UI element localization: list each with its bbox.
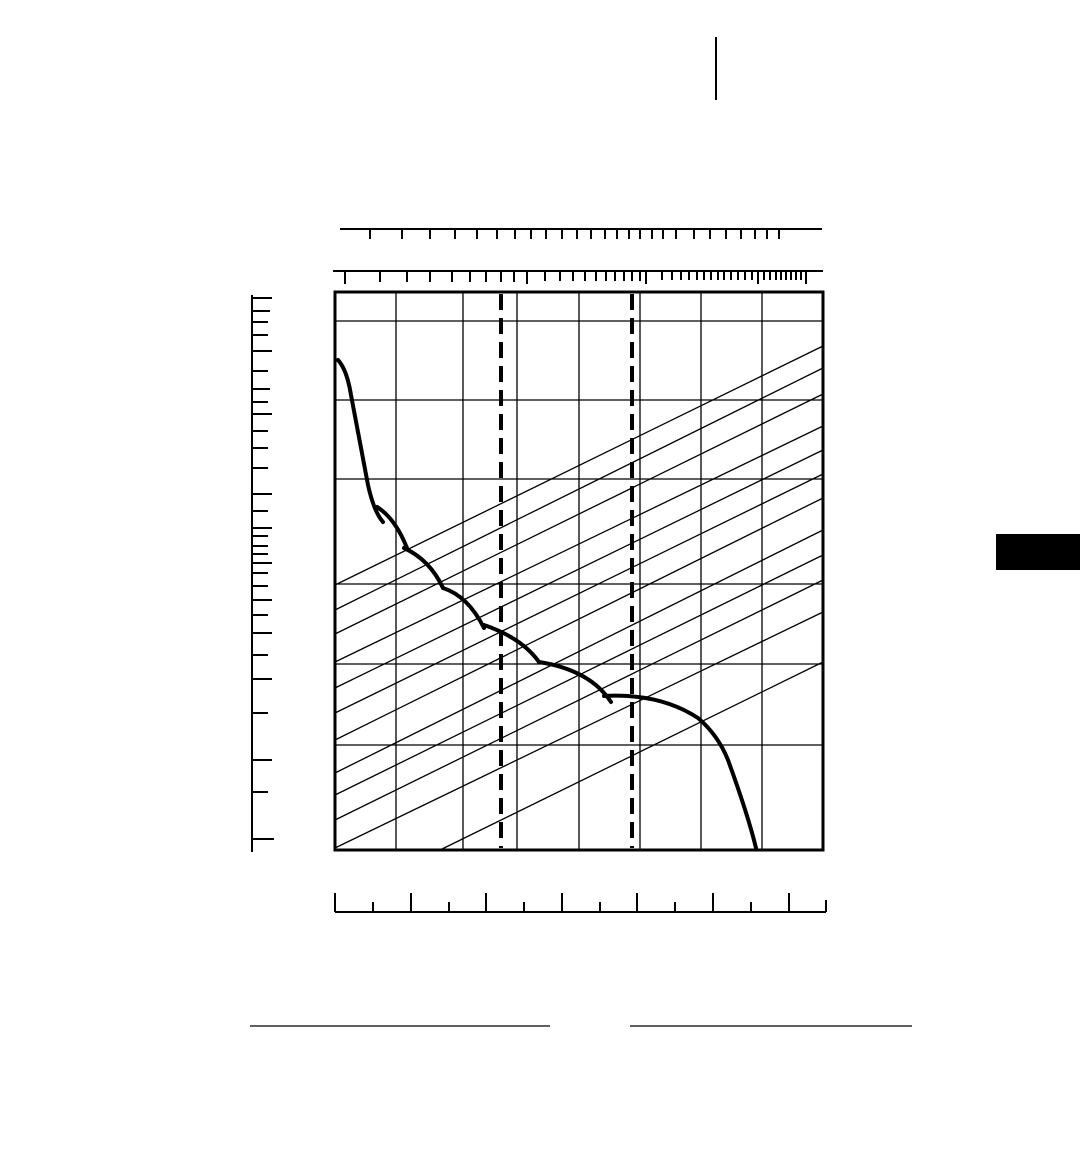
second-scale [333, 270, 823, 284]
side-tab [996, 534, 1080, 570]
grid [335, 292, 823, 850]
left-scale [251, 295, 274, 852]
plot-frame [333, 290, 825, 852]
top-scale [340, 228, 822, 239]
curve [336, 358, 758, 850]
diagonal-lines [334, 345, 824, 851]
bottom-scale [334, 893, 827, 913]
